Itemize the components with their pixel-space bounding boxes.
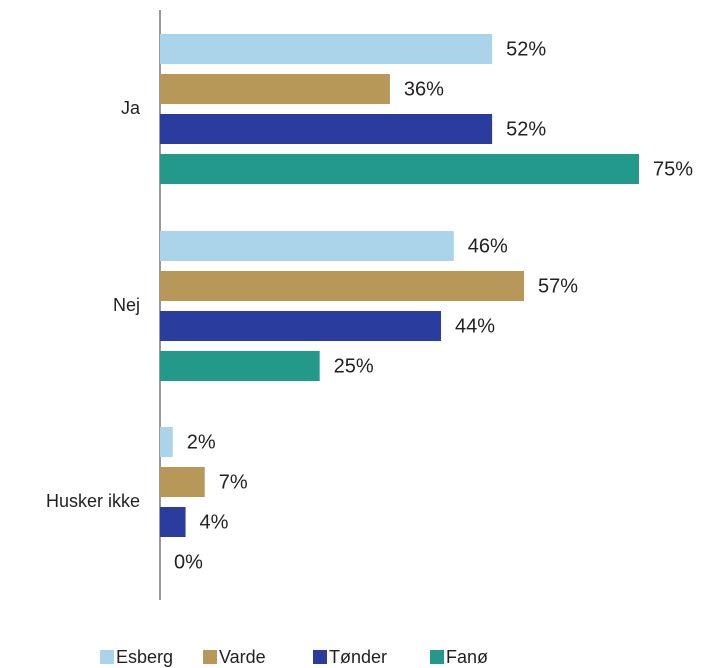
bar (160, 467, 205, 497)
bar (160, 114, 493, 144)
data-label: 52% (506, 38, 546, 60)
legend-label: Tønder (329, 647, 387, 667)
bar (160, 311, 442, 341)
data-label: 57% (538, 275, 578, 297)
bar (160, 507, 186, 537)
legend-swatch (430, 650, 444, 664)
data-label: 4% (200, 511, 229, 533)
legend-label: Fanø (446, 647, 488, 667)
legend-label: Esberg (116, 647, 173, 667)
data-label: 46% (468, 235, 508, 257)
legend-label: Varde (219, 647, 266, 667)
category-label: Nej (113, 295, 140, 315)
bar (160, 231, 454, 261)
legend-swatch (203, 650, 217, 664)
bar (160, 154, 639, 184)
legend-swatch (313, 650, 327, 664)
data-label: 36% (404, 78, 444, 100)
data-label: 25% (334, 355, 374, 377)
bar (160, 351, 320, 381)
category-label: Ja (121, 98, 141, 118)
bar (160, 427, 173, 457)
legend-swatch (100, 650, 114, 664)
bar (160, 271, 525, 301)
bar (160, 34, 493, 64)
data-label: 0% (174, 551, 203, 573)
data-label: 2% (187, 431, 216, 453)
data-label: 52% (506, 118, 546, 140)
data-label: 75% (653, 158, 693, 180)
bar (160, 74, 390, 104)
category-label: Husker ikke (46, 491, 140, 511)
data-label: 44% (455, 315, 495, 337)
data-label: 7% (219, 471, 248, 493)
